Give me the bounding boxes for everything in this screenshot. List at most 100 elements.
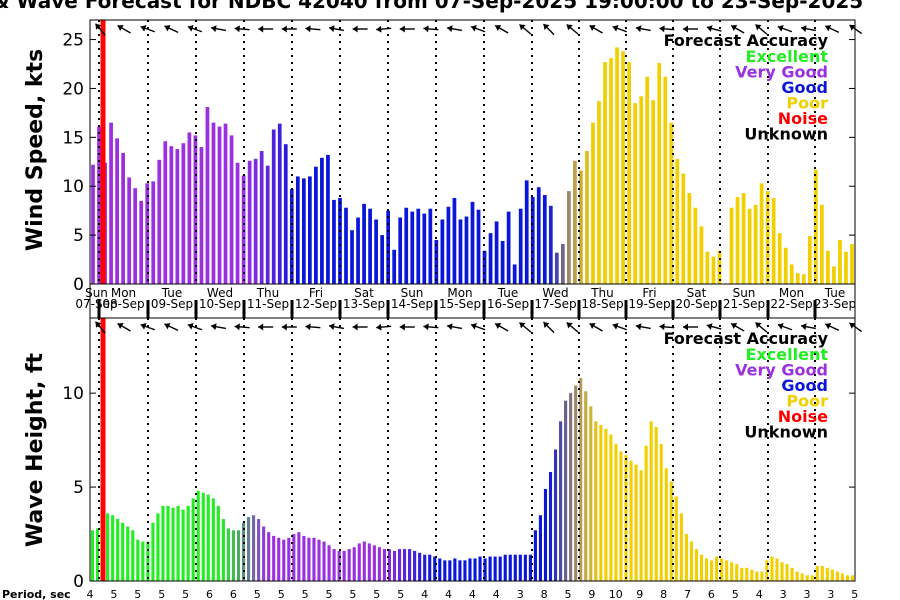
period-value: 9 xyxy=(588,588,595,600)
wind-bar xyxy=(157,159,162,284)
wind-direction-arrow xyxy=(164,24,179,34)
wave-bar xyxy=(639,470,643,581)
wave-tick-label: 10 xyxy=(62,384,84,404)
wind-bar xyxy=(199,147,204,284)
wave-direction-arrow xyxy=(754,321,768,333)
wind-tick-label: 15 xyxy=(62,128,84,148)
period-value: 5 xyxy=(349,588,356,600)
wind-bar xyxy=(573,160,577,284)
wind-bar xyxy=(301,178,306,284)
date-label: 07-Sep xyxy=(75,297,117,311)
wave-bar xyxy=(488,556,492,581)
wave-bar xyxy=(564,400,568,581)
period-value: 8 xyxy=(541,588,548,600)
period-value: 5 xyxy=(373,588,380,600)
wave-bar xyxy=(287,537,291,581)
wind-bar xyxy=(410,211,415,284)
wind-bar xyxy=(801,274,806,284)
wave-bar xyxy=(840,573,844,581)
wave-y-axis-label: Wave Height, ft xyxy=(23,352,48,547)
wave-bar xyxy=(387,549,392,581)
wave-bar xyxy=(669,481,673,581)
wave-bar xyxy=(503,554,507,581)
wave-bar xyxy=(317,539,321,581)
date-label: 17-Sep xyxy=(534,297,576,311)
period-value: 7 xyxy=(684,588,691,600)
wave-legend-excellent: Excellent xyxy=(746,345,829,364)
day-name-label: Sat xyxy=(687,286,707,300)
wave-bar xyxy=(418,552,422,581)
day-name-label: Mon xyxy=(779,286,804,300)
wave-bar xyxy=(121,522,125,581)
period-value: 5 xyxy=(278,588,285,600)
period-value: 5 xyxy=(110,588,117,600)
wave-direction-arrow xyxy=(328,323,345,331)
wind-bar xyxy=(548,205,553,284)
wind-bar xyxy=(488,233,493,284)
wave-direction-arrow xyxy=(399,323,415,331)
wind-bar xyxy=(320,157,324,284)
wind-bar xyxy=(145,183,150,284)
day-strip-divider xyxy=(671,300,675,318)
wind-bar xyxy=(850,243,854,284)
wind-bar xyxy=(560,243,565,284)
wind-direction-arrow xyxy=(566,23,579,35)
wave-bar xyxy=(694,549,699,581)
wave-bar xyxy=(312,537,316,581)
wave-bar xyxy=(141,541,145,581)
wind-bar xyxy=(434,240,439,284)
wave-direction-arrow xyxy=(566,321,579,333)
wave-legend-good: Good xyxy=(781,376,828,395)
wave-bar xyxy=(629,460,633,581)
wave-bar xyxy=(780,562,784,581)
wind-bar xyxy=(121,152,125,284)
wave-bar xyxy=(518,554,522,581)
wind-bar xyxy=(663,76,668,285)
wind-direction-arrow xyxy=(589,24,603,34)
wind-bar xyxy=(235,162,240,284)
wind-direction-arrow xyxy=(258,25,274,33)
wind-bar xyxy=(151,181,156,284)
wind-bar xyxy=(223,123,228,284)
wave-bar xyxy=(106,513,110,581)
wave-direction-arrow xyxy=(612,323,627,331)
wave-bar xyxy=(252,515,256,581)
day-name-label: Sun xyxy=(85,286,108,300)
period-value: 5 xyxy=(732,588,739,600)
wave-bar xyxy=(403,549,407,581)
wind-bar xyxy=(512,264,517,284)
wave-bar xyxy=(90,530,95,581)
wind-bar xyxy=(639,96,644,285)
wave-bar xyxy=(236,530,241,581)
wind-bar xyxy=(356,217,360,284)
wave-bar xyxy=(559,421,563,581)
wave-legend-noise: Noise xyxy=(778,407,828,426)
day-name-label: Wed xyxy=(542,286,568,300)
wind-direction-arrow xyxy=(470,25,486,33)
wind-direction-arrow xyxy=(305,25,321,33)
day-name-label: Mon xyxy=(447,286,472,300)
period-value: 5 xyxy=(302,588,309,600)
wind-bar xyxy=(398,217,403,284)
wind-bar xyxy=(729,207,734,284)
date-label: 13-Sep xyxy=(343,297,385,311)
wave-bar xyxy=(634,464,638,581)
period-value: 3 xyxy=(827,588,834,600)
wave-bar xyxy=(800,573,804,581)
wave-bar xyxy=(795,571,799,581)
wave-bar xyxy=(352,547,356,581)
chart-title: & Wave Forecast for NDBC 42040 from 07-S… xyxy=(0,0,863,13)
wave-bar xyxy=(810,575,814,581)
wave-bar xyxy=(196,490,200,581)
wind-bar xyxy=(542,195,547,284)
wind-bar xyxy=(217,126,222,284)
wave-bar xyxy=(473,558,477,581)
day-strip-divider xyxy=(338,300,342,318)
wave-direction-arrow xyxy=(706,323,722,330)
wind-direction-arrow xyxy=(824,24,840,34)
wind-bar xyxy=(518,208,523,284)
wave-direction-arrow xyxy=(800,323,817,331)
wind-bar xyxy=(693,207,698,284)
wind-tick-label: 25 xyxy=(62,31,84,51)
